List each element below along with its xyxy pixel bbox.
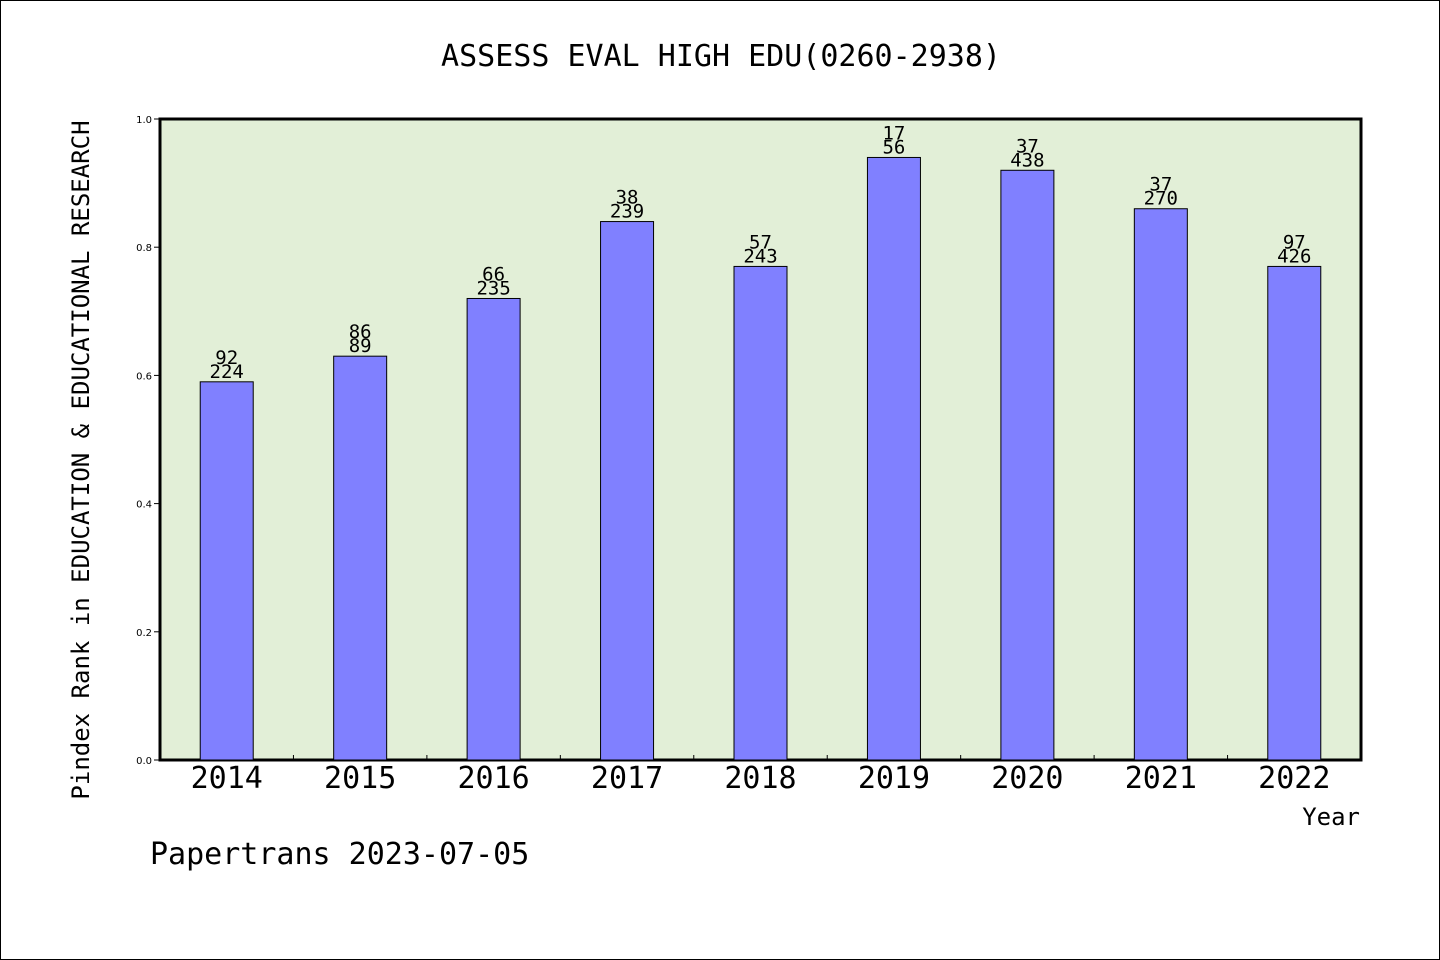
bar-rank-label: 37 [1016,135,1039,157]
bar-total-label: 235 [476,277,510,299]
x-tick-label: 2019 [858,761,930,796]
x-axis-ticks: 2014 2015 2016 2017 2018 2019 2020 2021 2022 [191,755,1330,796]
x-tick-label: 2022 [1258,761,1330,796]
footer-credit: Papertrans 2023-07-05 [150,837,529,872]
y-tick-label: 0.4 [136,500,152,511]
bar [199,381,254,761]
bar-total-label: 56 [882,136,905,158]
bar-total-label: 89 [349,335,372,357]
bar [733,265,788,761]
bar-total-label: 426 [1277,245,1311,267]
bar [600,221,655,761]
y-tick-label: 0.8 [136,243,152,254]
x-axis-label: Year [1302,803,1360,831]
bar [1000,169,1055,761]
bar-total-label: 224 [210,361,244,383]
bar-total-label: 239 [610,201,644,223]
bar-rank-label: 17 [882,122,905,144]
bar [1267,265,1322,761]
bar-rank-label: 86 [349,321,372,343]
bar-rank-label: 38 [616,187,639,209]
bar [466,297,521,761]
bar-total-label: 438 [1010,149,1044,171]
y-tick-label: 0.0 [136,756,152,767]
bar-rank-label: 97 [1283,231,1306,253]
x-tick-label: 2016 [457,761,529,796]
y-tick-label: 0.2 [136,628,152,639]
bar-total-label: 243 [743,245,777,267]
bar [1133,208,1188,761]
x-tick-label: 2014 [191,761,263,796]
y-axis-label: Pindex Rank in EDUCATION & EDUCATIONAL R… [67,120,95,799]
bar [333,355,388,761]
bar-rank-label: 57 [749,231,772,253]
y-tick-label: 0.6 [136,371,152,382]
bar [866,156,921,761]
x-tick-label: 2018 [724,761,796,796]
bar-rank-label: 66 [482,263,505,285]
x-tick-label: 2020 [991,761,1063,796]
chart-title: ASSESS EVAL HIGH EDU(0260-2938) [441,39,1001,74]
x-tick-label: 2017 [591,761,663,796]
bar-series [199,156,1322,761]
bar-rank-label: 37 [1149,174,1172,196]
y-axis-ticks: 0.0 0.2 0.4 0.6 0.8 1.0 [136,115,160,767]
y-tick-label: 1.0 [136,115,152,126]
x-tick-label: 2021 [1125,761,1197,796]
x-tick-label: 2015 [324,761,396,796]
bar-total-label: 270 [1144,188,1178,210]
bar-rank-label: 92 [215,347,238,369]
